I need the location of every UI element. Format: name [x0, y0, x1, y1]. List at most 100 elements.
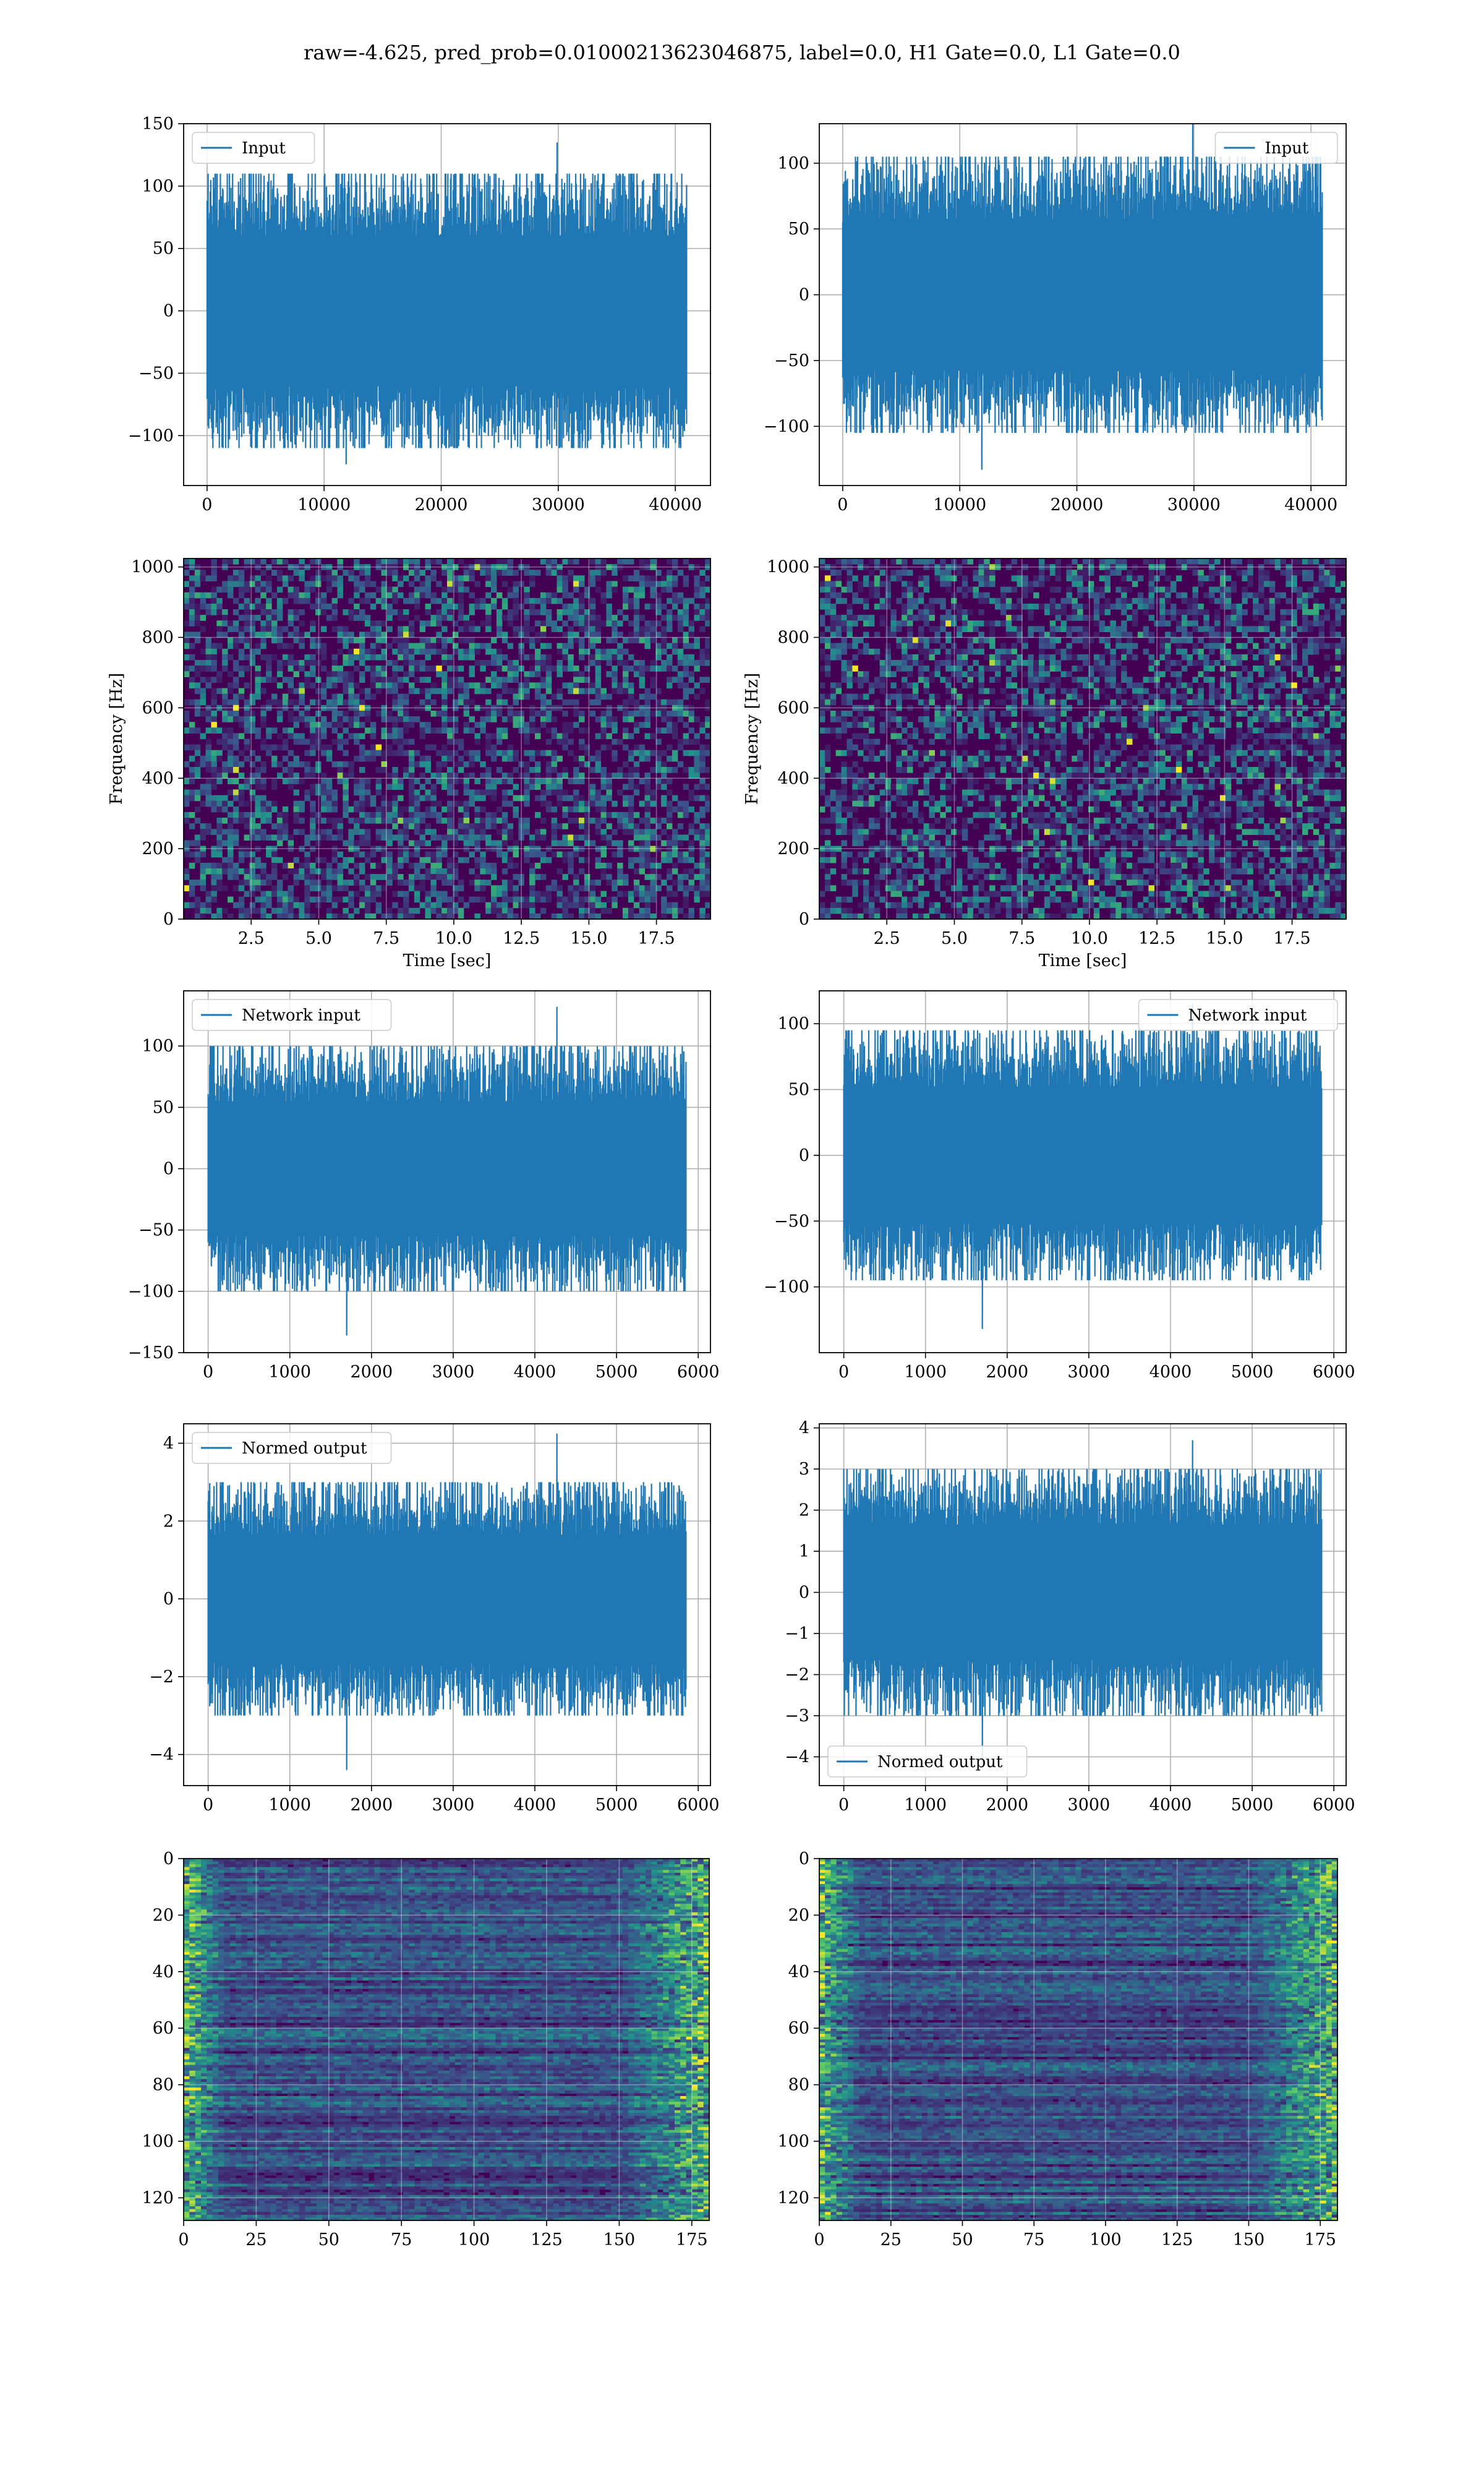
heatmap-cell [545, 666, 552, 672]
heatmap-cell [425, 699, 431, 706]
heatmap-cell [485, 699, 492, 706]
axes-frame [183, 558, 711, 920]
heatmap-cell [452, 699, 459, 706]
heatmap-cell [819, 581, 825, 588]
heatmap-cell [469, 755, 475, 762]
heatmap-cell [1072, 666, 1078, 672]
heatmap-cell [364, 851, 371, 858]
heatmap-cell [463, 682, 470, 689]
heatmap-cell [1187, 682, 1193, 689]
heatmap-cell [579, 643, 585, 649]
heatmap-cell [271, 823, 278, 829]
heatmap-cell [469, 570, 475, 576]
heatmap-cell [694, 575, 700, 581]
heatmap-cell [222, 806, 228, 813]
heatmap-cell [343, 570, 349, 576]
heatmap-cell [545, 761, 552, 768]
heatmap-cell [667, 609, 673, 615]
heatmap-cell [824, 643, 831, 649]
heatmap-cell [260, 620, 267, 627]
heatmap-cell [667, 727, 673, 734]
heatmap-cell [1219, 643, 1226, 649]
heatmap-cell [667, 840, 673, 847]
heatmap-cell [320, 666, 327, 672]
heatmap-cell [458, 626, 464, 632]
heatmap-cell [331, 727, 338, 734]
heatmap-cell [667, 744, 673, 751]
heatmap-cell [628, 823, 634, 829]
heatmap-cell [1286, 597, 1292, 604]
heatmap-cell [1263, 597, 1270, 604]
heatmap-cell [858, 597, 864, 604]
heatmap-cell [485, 767, 492, 773]
heatmap-cell [398, 631, 404, 638]
heatmap-cell [315, 711, 322, 717]
heatmap-cell [606, 744, 612, 751]
heatmap-cell [562, 592, 568, 599]
heatmap-cell [551, 778, 558, 784]
heatmap-cell [480, 666, 486, 672]
heatmap-cell [238, 773, 245, 779]
heatmap-cell [458, 648, 464, 655]
heatmap-cell [1099, 586, 1106, 593]
heatmap-cell [1297, 603, 1303, 610]
heatmap-cell [501, 773, 508, 779]
heatmap-cell [496, 851, 503, 858]
heatmap-cell [189, 677, 195, 683]
heatmap-cell [501, 631, 508, 638]
heatmap-cell [705, 648, 711, 655]
heatmap-cell [463, 727, 470, 734]
heatmap-cell [260, 592, 267, 599]
heatmap-cell [545, 677, 552, 683]
heatmap-cell [441, 913, 448, 920]
heatmap-cell [430, 811, 437, 818]
heatmap-cell [1143, 597, 1149, 604]
heatmap-cell [540, 592, 547, 599]
heatmap-cell [436, 688, 442, 695]
heatmap-cell [359, 862, 365, 869]
heatmap-cell [184, 597, 190, 604]
heatmap-cell [501, 750, 508, 756]
heatmap-cell [271, 845, 278, 852]
heatmap-cell [211, 784, 217, 790]
heatmap-cell [458, 575, 464, 581]
heatmap-cell [238, 885, 245, 891]
heatmap-cell [398, 575, 404, 581]
heatmap-cell [1088, 581, 1094, 588]
heatmap-cell [1302, 620, 1308, 627]
heatmap-cell [1247, 564, 1253, 570]
heatmap-cell [408, 818, 415, 824]
heatmap-cell [469, 682, 475, 689]
heatmap-cell [491, 671, 497, 677]
heatmap-cell [600, 711, 607, 717]
heatmap-cell [830, 693, 837, 700]
heatmap-cell [485, 570, 492, 576]
heatmap-cell [513, 615, 519, 621]
heatmap-cell [1044, 654, 1051, 661]
heatmap-cell [705, 857, 711, 863]
heatmap-cell [211, 592, 217, 599]
heatmap-cell [923, 615, 930, 621]
heatmap-cell [337, 637, 343, 644]
heatmap-cell [463, 784, 470, 790]
heatmap-cell [244, 586, 250, 593]
heatmap-cell [370, 874, 377, 880]
heatmap-cell [184, 789, 190, 796]
heatmap-cell [1269, 631, 1276, 638]
heatmap-cell [1230, 564, 1237, 570]
heatmap-cell [667, 834, 673, 841]
heatmap-cell [551, 597, 558, 604]
heatmap-cell [623, 699, 629, 706]
heatmap-cell [973, 575, 979, 581]
heatmap-cell [1219, 654, 1226, 661]
heatmap-cell [1017, 581, 1023, 588]
heatmap-cell [644, 857, 650, 863]
heatmap-cell [562, 654, 568, 661]
heatmap-cell [1033, 677, 1039, 683]
heatmap-cell [535, 688, 541, 695]
heatmap-cell [463, 626, 470, 632]
heatmap-cell [852, 597, 858, 604]
heatmap-cell [1137, 597, 1144, 604]
heatmap-cell [874, 586, 881, 593]
heatmap-cell [918, 597, 924, 604]
